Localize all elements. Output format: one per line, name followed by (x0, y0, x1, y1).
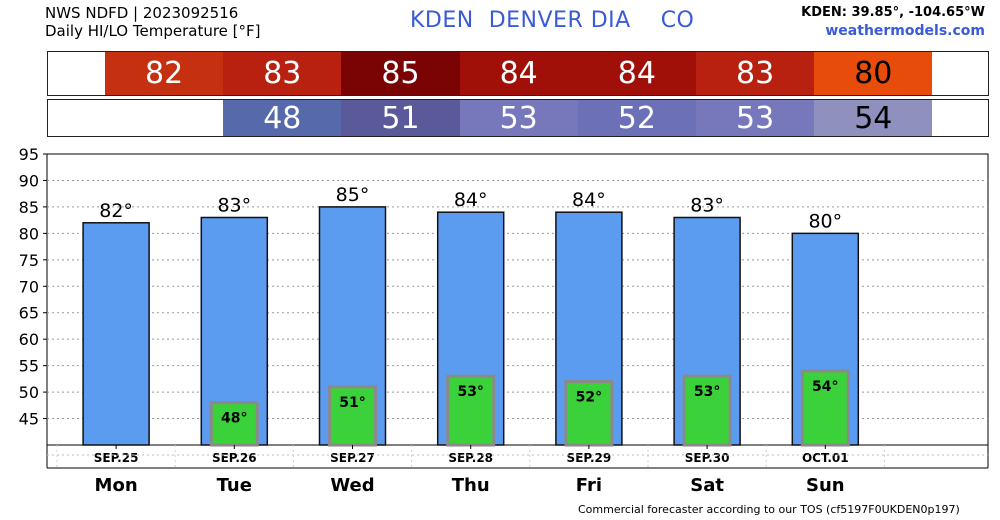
date-label: SEP.27 (330, 451, 375, 465)
high-bar (82, 222, 150, 446)
date-label: SEP.25 (94, 451, 139, 465)
header-info: NWS NDFD | 2023092516 Daily HI/LO Temper… (45, 4, 261, 40)
low-bar-label: 53° (457, 384, 483, 400)
y-tick-label: 45 (19, 410, 39, 429)
y-tick-label: 80 (19, 224, 39, 243)
y-tick-label: 85 (19, 198, 39, 217)
high-bar-label: 83° (690, 194, 724, 216)
header-right: KDEN: 39.85°, -104.65°W weathermodels.co… (801, 4, 985, 40)
weekday-label: Mon (95, 475, 138, 496)
y-tick-label: 95 (19, 145, 39, 164)
weekday-label: Thu (452, 475, 490, 496)
station-title: KDEN DENVER DIA CO (410, 8, 695, 33)
date-label: OCT.01 (802, 451, 849, 465)
weekday-label: Tue (217, 475, 252, 496)
y-tick-label: 60 (19, 330, 39, 349)
high-temp-strip: 82 83 85 84 84 83 80 (47, 51, 989, 96)
date-label: SEP.30 (685, 451, 730, 465)
high-bar-label: 84° (454, 189, 488, 211)
low-temp-cell: 52 (577, 100, 696, 136)
footer-note: Commercial forecaster according to our T… (578, 503, 960, 516)
low-bar (446, 374, 496, 447)
weekday-label: Wed (330, 475, 374, 496)
date-label: SEP.28 (448, 451, 493, 465)
low-temp-cell: 53 (696, 100, 815, 136)
high-bar-label: 85° (336, 184, 370, 206)
high-temp-cell: 84 (577, 52, 696, 95)
low-bar-label: 52° (576, 390, 602, 406)
low-temp-cell: 51 (341, 100, 460, 136)
high-temp-cell: 84 (459, 52, 578, 95)
high-bar-label: 80° (808, 210, 842, 232)
y-tick-label: 50 (19, 383, 39, 402)
low-bar (328, 385, 377, 447)
high-temp-cell: 82 (105, 52, 224, 95)
high-temp-cell: 85 (341, 52, 460, 95)
model-run-label: NWS NDFD | 2023092516 (45, 4, 239, 22)
low-bar-label: 54° (812, 379, 838, 395)
date-label: SEP.29 (567, 451, 612, 465)
low-bar (564, 380, 614, 447)
low-bar-label: 51° (339, 395, 365, 411)
weekday-label: Fri (576, 475, 602, 496)
site-link[interactable]: weathermodels.com (825, 23, 985, 39)
low-temp-cell: 54 (814, 100, 933, 136)
product-label: Daily HI/LO Temperature [°F] (45, 22, 261, 40)
weekday-label: Sat (690, 475, 724, 496)
high-temp-cell: 80 (814, 52, 933, 95)
high-temp-cell: 83 (696, 52, 815, 95)
high-bar-label: 82° (99, 200, 133, 222)
high-bar-label: 84° (572, 189, 606, 211)
low-temp-cell: 48 (223, 100, 342, 136)
low-temp-cell: 53 (459, 100, 578, 136)
coordinates-label: KDEN: 39.85°, -104.65°W (801, 5, 985, 20)
y-tick-label: 75 (19, 251, 39, 270)
y-tick-label: 65 (19, 304, 39, 323)
low-bar-label: 53° (694, 384, 720, 400)
low-bar (800, 369, 850, 447)
y-tick-label: 55 (19, 357, 39, 376)
low-temp-strip: 48 51 53 52 53 54 (47, 99, 989, 137)
low-bar-label: 48° (221, 411, 247, 427)
weekday-label: Sun (806, 475, 845, 496)
y-tick-label: 70 (19, 277, 39, 296)
high-temp-cell: 83 (223, 52, 342, 95)
date-label: SEP.26 (212, 451, 257, 465)
y-tick-label: 90 (19, 171, 39, 190)
high-bar-label: 83° (217, 194, 251, 216)
